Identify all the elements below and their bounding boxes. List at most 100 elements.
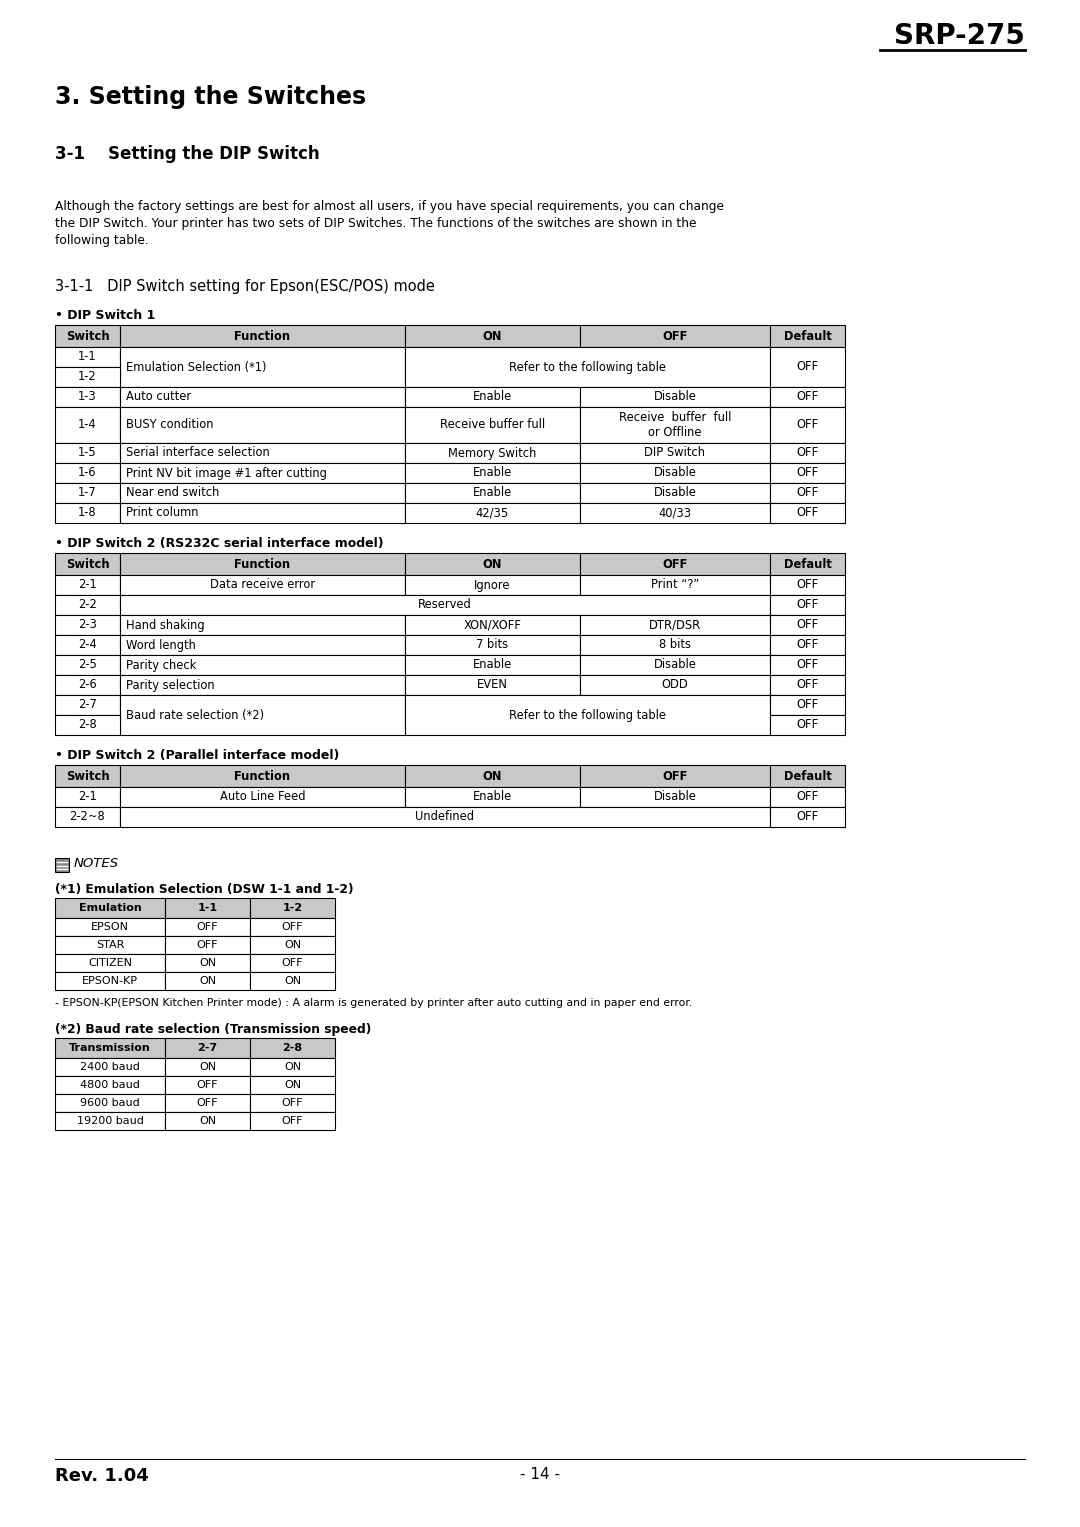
Text: OFF: OFF — [282, 1098, 303, 1109]
Text: the DIP Switch. Your printer has two sets of DIP Switches. The functions of the : the DIP Switch. Your printer has two set… — [55, 217, 697, 231]
Text: OFF: OFF — [282, 1116, 303, 1125]
Text: 2400 baud: 2400 baud — [80, 1061, 140, 1072]
Text: OFF: OFF — [197, 1098, 218, 1109]
Bar — [580, 502, 770, 524]
Text: BUSY condition: BUSY condition — [126, 418, 214, 432]
Bar — [55, 715, 120, 734]
Text: OFF: OFF — [796, 467, 819, 479]
Bar — [580, 615, 770, 635]
Text: ON: ON — [199, 1061, 216, 1072]
Text: OFF: OFF — [197, 941, 218, 950]
Text: 4800 baud: 4800 baud — [80, 1080, 140, 1090]
Text: Function: Function — [234, 330, 291, 342]
Bar — [165, 936, 249, 954]
Text: DIP Switch: DIP Switch — [645, 446, 705, 460]
Bar — [249, 936, 335, 954]
Bar — [165, 1038, 249, 1058]
Bar — [55, 386, 120, 408]
Bar — [165, 918, 249, 936]
Bar — [770, 483, 845, 502]
Text: Receive  buffer  full
or Offline: Receive buffer full or Offline — [619, 411, 731, 438]
Text: XON/XOFF: XON/XOFF — [463, 618, 522, 632]
Bar — [770, 408, 845, 443]
Text: 3-1-1   DIP Switch setting for Epson(ESC/POS) mode: 3-1-1 DIP Switch setting for Epson(ESC/P… — [55, 279, 435, 295]
Text: • DIP Switch 2 (Parallel interface model): • DIP Switch 2 (Parallel interface model… — [55, 750, 339, 762]
Bar — [120, 325, 405, 347]
Text: Near end switch: Near end switch — [126, 487, 219, 499]
Bar — [55, 463, 120, 483]
Bar — [120, 347, 405, 386]
Text: ODD: ODD — [662, 678, 688, 692]
Bar — [580, 786, 770, 806]
Bar — [405, 483, 580, 502]
Text: ON: ON — [284, 1080, 301, 1090]
Bar — [55, 483, 120, 502]
Text: Auto Line Feed: Auto Line Feed — [219, 791, 306, 803]
Text: Memory Switch: Memory Switch — [448, 446, 537, 460]
Text: EPSON: EPSON — [91, 922, 129, 931]
Bar — [165, 1058, 249, 1077]
Text: Enable: Enable — [473, 487, 512, 499]
Text: Hand shaking: Hand shaking — [126, 618, 204, 632]
Text: 1-4: 1-4 — [78, 418, 97, 432]
Text: ON: ON — [284, 976, 301, 986]
Bar — [55, 1058, 165, 1077]
Bar — [770, 655, 845, 675]
Bar — [55, 918, 165, 936]
Text: Baud rate selection (*2): Baud rate selection (*2) — [126, 709, 265, 721]
Text: 2-5: 2-5 — [78, 658, 97, 672]
Bar — [165, 954, 249, 973]
Text: 2-7: 2-7 — [78, 698, 97, 712]
Text: Switch: Switch — [66, 557, 109, 571]
Bar — [580, 483, 770, 502]
Bar — [55, 765, 120, 786]
Bar — [120, 765, 405, 786]
Text: 2-4: 2-4 — [78, 638, 97, 652]
Text: Print “?”: Print “?” — [651, 579, 699, 591]
Bar — [55, 635, 120, 655]
Text: Default: Default — [784, 557, 832, 571]
Text: OFF: OFF — [662, 557, 688, 571]
Bar — [405, 786, 580, 806]
Bar — [55, 675, 120, 695]
Bar — [120, 655, 405, 675]
Text: Disable: Disable — [653, 487, 697, 499]
Bar — [165, 1093, 249, 1112]
Bar — [249, 1112, 335, 1130]
Bar — [55, 1112, 165, 1130]
Bar — [580, 443, 770, 463]
Bar — [55, 347, 120, 366]
Bar — [770, 635, 845, 655]
Text: 2-8: 2-8 — [283, 1043, 302, 1054]
Bar — [770, 443, 845, 463]
Bar — [405, 553, 580, 576]
Text: 3-1    Setting the DIP Switch: 3-1 Setting the DIP Switch — [55, 145, 320, 163]
Bar — [55, 366, 120, 386]
Text: 2-3: 2-3 — [78, 618, 97, 632]
Text: STAR: STAR — [96, 941, 124, 950]
Bar — [249, 1093, 335, 1112]
Text: OFF: OFF — [796, 360, 819, 374]
Bar — [165, 973, 249, 989]
Text: 1-1: 1-1 — [78, 351, 97, 363]
Text: Emulation: Emulation — [79, 902, 141, 913]
Text: SRP-275: SRP-275 — [894, 21, 1025, 50]
Bar — [120, 386, 405, 408]
Text: 1-6: 1-6 — [78, 467, 97, 479]
Bar — [55, 973, 165, 989]
Text: Enable: Enable — [473, 791, 512, 803]
Bar — [770, 347, 845, 386]
Bar — [405, 463, 580, 483]
Bar — [249, 918, 335, 936]
Bar — [120, 695, 405, 734]
Text: Data receive error: Data receive error — [210, 579, 315, 591]
Bar — [120, 483, 405, 502]
Text: 42/35: 42/35 — [476, 507, 509, 519]
Text: OFF: OFF — [796, 418, 819, 432]
Text: 19200 baud: 19200 baud — [77, 1116, 144, 1125]
Text: following table.: following table. — [55, 234, 149, 247]
Bar — [120, 635, 405, 655]
Bar — [580, 655, 770, 675]
Text: 2-6: 2-6 — [78, 678, 97, 692]
Text: Parity selection: Parity selection — [126, 678, 215, 692]
